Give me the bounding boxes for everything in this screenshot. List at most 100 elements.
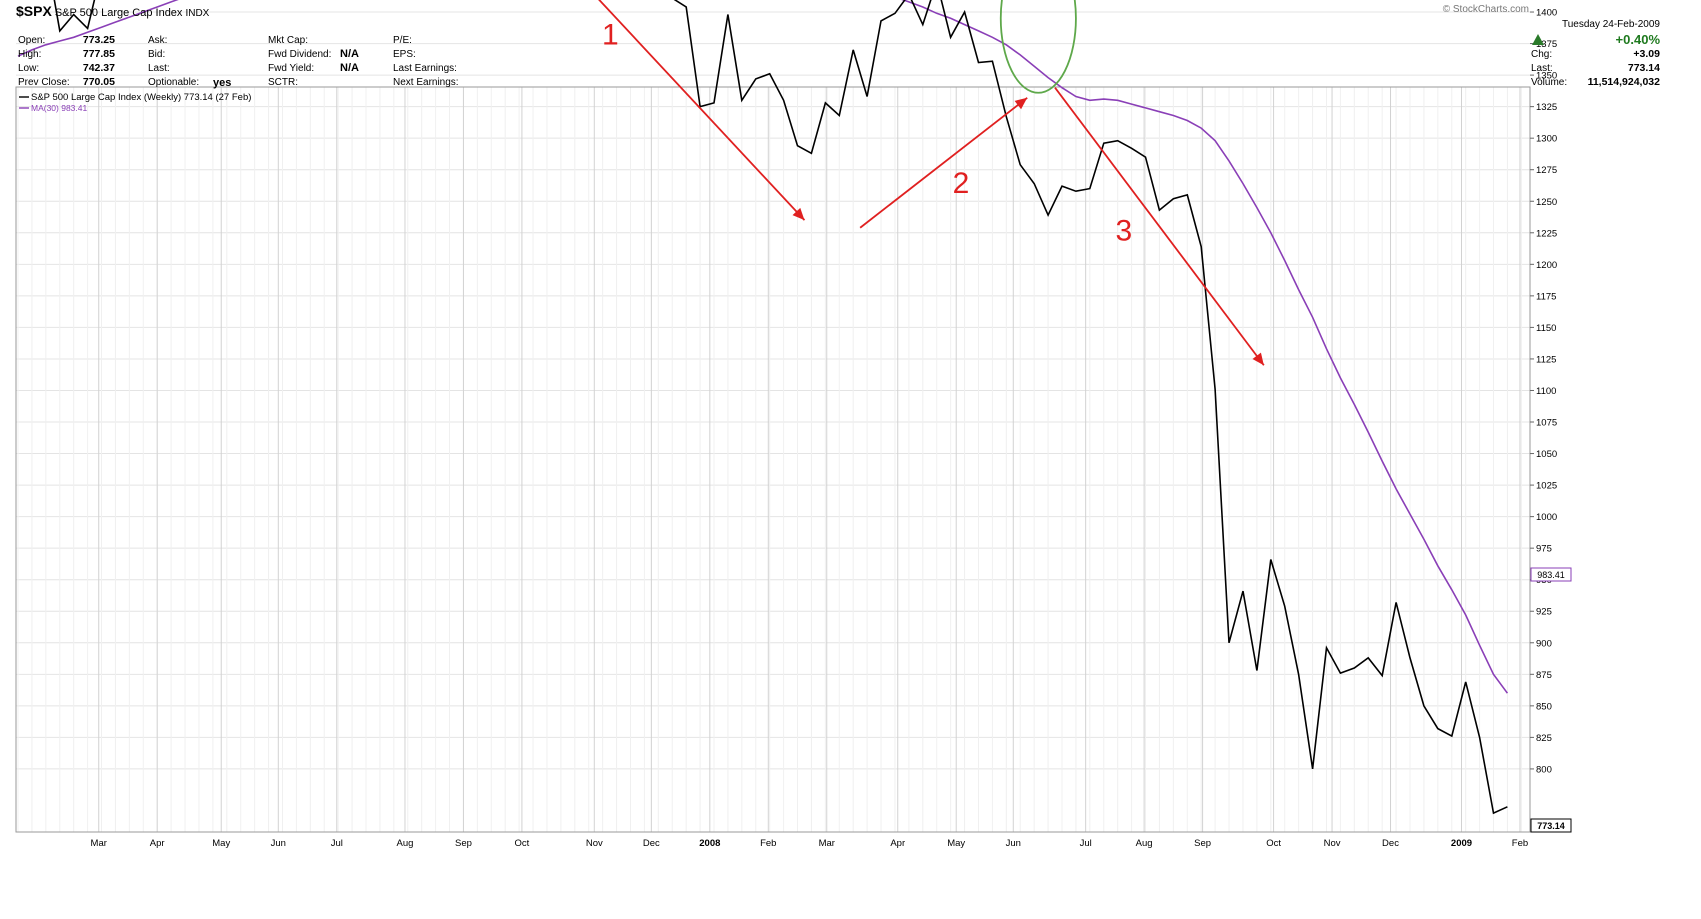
arrow-head [1014,97,1028,110]
fwd-yield-label: Fwd Yield: [268,63,315,74]
open-label: Open: [18,35,46,46]
x-tick-label: Jun [1006,838,1021,849]
y-tick-label: 875 [1536,670,1552,681]
x-tick-label: Sep [455,838,472,849]
mktcap-label: Mkt Cap: [268,35,309,46]
x-tick-label: Oct [1266,838,1281,849]
x-tick-label: 2008 [699,838,720,849]
low-value: 742.37 [82,62,115,74]
y-axis: 8008258508759009259509751000102510501075… [1530,8,1557,775]
chart-grid [16,11,1530,832]
x-tick-label: Jun [271,838,286,849]
ma30-line [17,0,1509,694]
bid-label: Bid: [148,49,166,60]
y-tick-label: 850 [1536,701,1552,712]
y-tick-label: 1400 [1536,8,1557,19]
x-tick-label: Aug [1136,838,1153,849]
trend-arrow [598,0,806,221]
y-tick-label: 1050 [1536,449,1557,460]
x-tick-label: Mar [91,838,107,849]
y-tick-label: 1075 [1536,418,1557,429]
y-tick-label: 900 [1536,638,1552,649]
y-tick-label: 1200 [1536,260,1557,271]
x-tick-label: Jul [1080,838,1092,849]
annotation-label: 3 [1115,214,1132,247]
x-tick-label: Nov [586,838,603,849]
arrow-head [1252,352,1264,366]
y-tick-label: 1300 [1536,134,1557,145]
y-tick-label: 800 [1536,764,1552,775]
y-tick-label: 925 [1536,607,1552,618]
plot-frame [15,86,1531,833]
y-tick-label: 1350 [1536,71,1557,82]
x-tick-label: Nov [1324,838,1341,849]
y-tick-label: 1225 [1536,228,1557,239]
y-tick-label: 825 [1536,733,1552,744]
arrow-head [792,207,805,221]
brand-watermark: © StockCharts.com [1442,4,1529,15]
price-line [53,0,1508,815]
x-tick-label: Feb [1512,838,1528,849]
x-axis: Mar Apr May Jun Jul Aug Sep Oct Nov Dec 2008 Feb Mar… [91,838,1529,849]
pe-label: P/E: [393,35,412,46]
y-tick-label: 1150 [1536,323,1556,334]
x-tick-label: Dec [643,838,660,849]
volume-label: Volume: [1531,77,1568,88]
ask-label: Ask: [148,35,168,46]
x-tick-label: Feb [760,838,776,849]
svg-text:773.14: 773.14 [1537,821,1565,831]
x-tick-label: Aug [397,838,414,849]
up-triangle-icon [1532,34,1544,45]
y-tick-label: 1275 [1536,165,1557,176]
trend-arrow [859,97,1028,229]
trend-arrow [1054,87,1265,366]
ticker-title: $SPX S&P 500 Large Cap Index INDX [16,3,209,19]
exchange: INDX [185,8,210,19]
x-tick-label: Sep [1194,838,1211,849]
x-tick-label: Apr [890,838,905,849]
fwd-yield-value: N/A [340,62,359,74]
last-earnings-label: Last Earnings: [393,63,457,74]
symbol: $SPX [16,3,52,19]
x-tick-label: Mar [819,838,835,849]
volume-value: 11,514,924,032 [1587,76,1660,88]
last-ma-tag: 983.41 [1530,567,1572,582]
fwd-dividend-value: N/A [340,48,359,60]
open-value: 773.25 [82,34,115,46]
legend-price: S&P 500 Large Cap Index (Weekly) 773.14 … [31,92,251,103]
annotations: 1 2 3 [598,0,1265,366]
prev-close-label: Prev Close: [18,77,70,88]
last-price-tag: 773.14 [1530,818,1572,833]
x-tick-label: Dec [1382,838,1399,849]
fwd-dividend-label: Fwd Dividend: [268,49,332,60]
sctr-label: SCTR: [268,77,298,88]
high-value: 777.85 [82,48,115,60]
annotation-label: 1 [602,18,619,51]
eps-label: EPS: [393,49,416,60]
y-tick-label: 1100 [1536,386,1556,397]
x-tick-label: Oct [515,838,530,849]
high-label: High: [18,49,42,60]
chg-label: Chg: [1531,49,1553,60]
y-tick-label: 1250 [1536,197,1557,208]
last-label: Last: [148,63,170,74]
annotation-label: 2 [953,167,970,200]
svg-text:983.41: 983.41 [1537,570,1565,580]
y-tick-label: 1125 [1536,354,1556,365]
prev-close-value: 770.05 [82,76,115,88]
y-tick-label: 1375 [1536,39,1557,50]
last-price-value: 773.14 [1627,62,1660,74]
next-earnings-label: Next Earnings: [393,77,459,88]
index-name: S&P 500 Large Cap Index [54,7,183,19]
y-tick-label: 1025 [1536,481,1557,492]
chg-value: +3.09 [1633,48,1660,60]
last-price-label: Last: [1531,63,1553,74]
legend-ma: MA(30) 983.41 [31,103,87,113]
x-tick-label: Apr [150,838,165,849]
optionable-value: yes [213,77,232,89]
y-tick-label: 1175 [1536,291,1556,302]
optionable-label: Optionable: [148,77,200,88]
y-tick-label: 1000 [1536,512,1557,523]
x-tick-label: Jul [331,838,343,849]
